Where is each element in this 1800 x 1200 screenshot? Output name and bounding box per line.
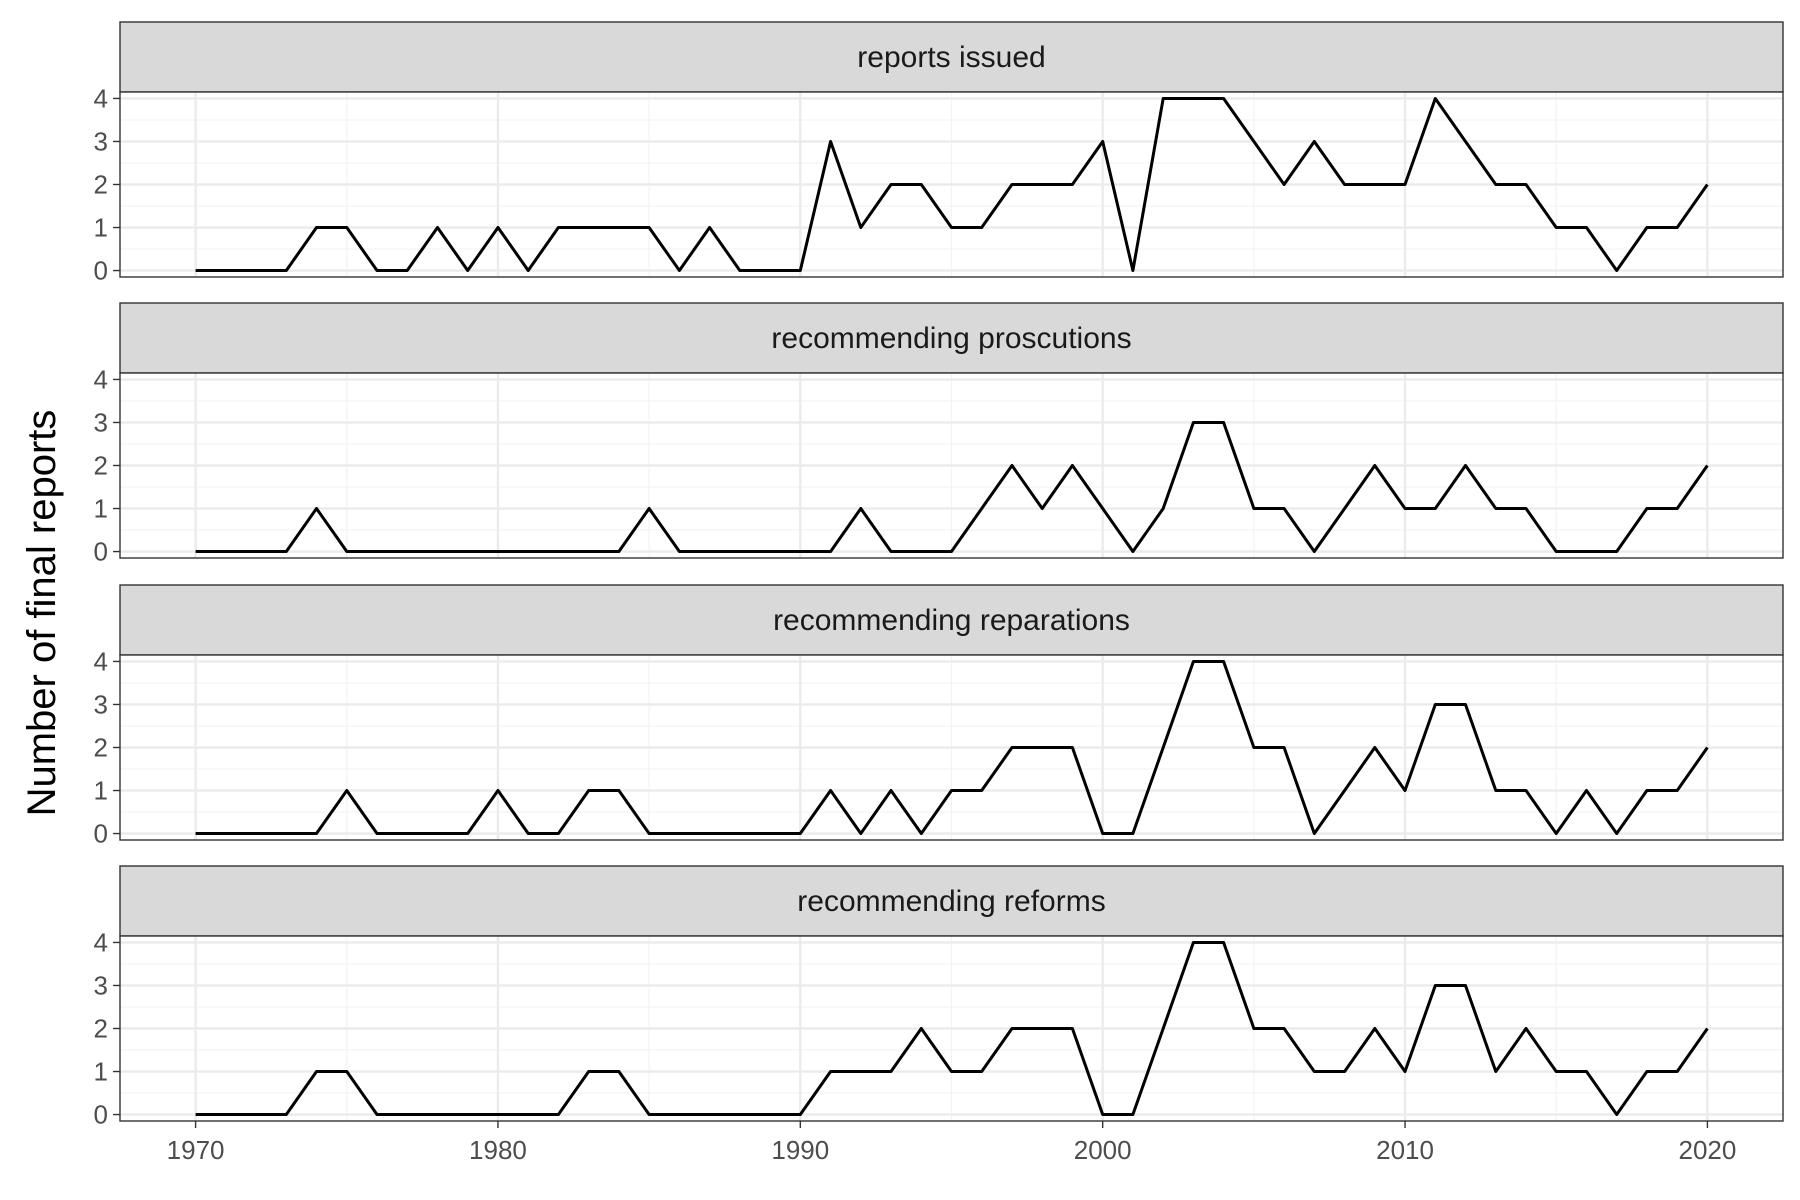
x-tick-label: 1970 (167, 1135, 225, 1165)
y-tick-label: 3 (94, 407, 108, 437)
facet-panel-4: recommending reforms 0 1 2 3 4 1970 1980 1990 200… (94, 865, 1784, 1165)
facet-strip-label: recommending proscutions (771, 322, 1131, 355)
facet-strip (119, 21, 1784, 93)
facet-strip (119, 865, 1784, 937)
y-tick-label: 0 (94, 1100, 108, 1130)
series-line (195, 421, 1709, 553)
x-tick-label: 2010 (1376, 1135, 1434, 1165)
series-line (195, 660, 1709, 835)
y-tick-label: 1 (94, 1057, 108, 1087)
x-tick-label: 1990 (771, 1135, 829, 1165)
y-tick-label: 0 (94, 537, 108, 567)
facet-strip-label: reports issued (857, 41, 1045, 74)
y-tick-label: 2 (94, 733, 108, 763)
y-tick-label: 2 (94, 1014, 108, 1044)
y-tick-label: 4 (94, 646, 108, 676)
series-line (195, 97, 1709, 272)
facet-strip-label: recommending reforms (797, 885, 1105, 918)
y-tick-label: 4 (94, 364, 108, 394)
facet-strip (119, 584, 1784, 656)
series-line (195, 941, 1709, 1116)
y-tick-label: 3 (94, 689, 108, 719)
y-tick-label: 2 (94, 170, 108, 200)
y-axis-title: Number of final reports (20, 410, 64, 817)
facet-panel-3: recommending reparations 0 1 2 3 4 (94, 584, 1784, 849)
y-tick-label: 1 (94, 213, 108, 243)
y-tick-label: 4 (94, 83, 108, 113)
facet-strip-label: recommending reparations (773, 604, 1130, 637)
x-tick-label: 2000 (1074, 1135, 1132, 1165)
y-tick-label: 3 (94, 126, 108, 156)
y-tick-label: 3 (94, 970, 108, 1000)
x-tick-label: 2020 (1678, 1135, 1736, 1165)
facet-panel-2: recommending proscutions 0 1 2 3 4 (94, 302, 1784, 567)
y-tick-label: 2 (94, 451, 108, 481)
y-tick-label: 0 (94, 819, 108, 849)
y-tick-label: 1 (94, 494, 108, 524)
x-tick-label: 1980 (469, 1135, 527, 1165)
facet-panel-1: reports issued 0 1 2 3 4 (94, 21, 1784, 286)
y-tick-label: 1 (94, 776, 108, 806)
y-tick-label: 4 (94, 927, 108, 957)
y-tick-label: 0 (94, 256, 108, 286)
